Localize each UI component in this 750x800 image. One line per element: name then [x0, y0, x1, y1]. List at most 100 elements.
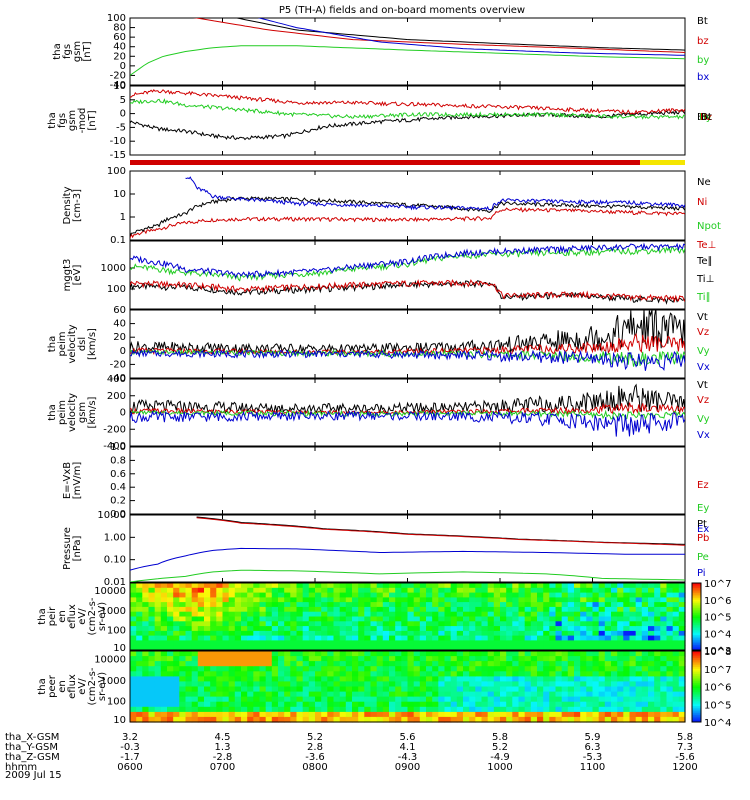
spectrogram-cell — [228, 651, 236, 657]
spectrogram-cell — [475, 606, 483, 613]
spectrogram-cell — [284, 666, 291, 672]
spectrogram-cell — [475, 621, 483, 627]
spectrogram-cell — [370, 691, 378, 698]
spectrogram-cell — [419, 630, 427, 637]
ylabel-line: tha — [37, 678, 48, 694]
spectrogram-cell — [358, 701, 365, 708]
ytick-label: 10 — [113, 81, 126, 92]
spectrogram-cell — [487, 606, 495, 613]
spectrogram-cell — [333, 606, 341, 613]
ytick-label: 0.6 — [110, 469, 126, 480]
colorbar-step — [692, 629, 701, 633]
spectrogram-cell — [136, 676, 143, 683]
spectrogram-cell — [278, 626, 285, 632]
spectrogram-cell — [672, 616, 680, 622]
spectrogram-cell — [672, 671, 680, 677]
spectrogram-cell — [426, 587, 433, 594]
spectrogram-cell — [352, 651, 359, 657]
spectrogram-cell — [586, 711, 594, 718]
spectrogram-cell — [586, 645, 594, 651]
spectrogram-cell — [481, 711, 489, 718]
series-fgs-bx — [257, 18, 685, 56]
spectrogram-cell — [623, 592, 631, 598]
spectrogram-cell — [315, 661, 322, 667]
spectrogram-cell — [253, 630, 261, 637]
spectrogram-cell — [345, 630, 353, 637]
spectrogram-cell — [617, 645, 624, 651]
colorbar-step — [692, 599, 701, 602]
spectrogram-cell — [654, 616, 661, 622]
spectrogram-cell — [136, 701, 143, 708]
spectrogram-cell — [611, 676, 618, 683]
spectrogram-cell — [524, 606, 532, 613]
spectrogram-cell — [481, 701, 489, 708]
spectrogram-cell — [364, 656, 372, 662]
spectrogram-cell — [290, 696, 298, 703]
spectrogram-cell — [555, 656, 563, 662]
spectrogram-cell — [395, 701, 402, 708]
spectrogram-cell — [678, 671, 686, 677]
spectrogram-cell — [500, 711, 507, 718]
colorbar-step — [692, 684, 701, 687]
spectrogram-cell — [302, 661, 310, 667]
spectrogram-cell — [358, 691, 365, 698]
spectrogram-cell — [185, 592, 193, 598]
spectrogram-cell — [537, 587, 544, 594]
spectrogram-cell — [518, 635, 526, 641]
spectrogram-cell — [376, 716, 384, 723]
spectrogram-cell — [364, 691, 372, 698]
spectrogram-cell — [290, 661, 298, 667]
spectrogram-cell — [413, 716, 421, 723]
spectrogram-cell — [438, 606, 446, 613]
spectrogram-cell — [204, 583, 211, 589]
panel-velocity-gsm: tha peim velocity gsm [km/s]4002000-200-400V… — [47, 374, 710, 452]
spectrogram-cell — [456, 635, 464, 641]
spectrogram-cell — [654, 640, 661, 646]
spectrogram-cell — [580, 676, 587, 683]
spectrogram-cell — [370, 676, 378, 683]
spectrogram-cell — [586, 606, 594, 613]
spectrogram-cell — [160, 635, 168, 641]
spectrogram-cell — [574, 626, 581, 632]
spectrogram-cell — [586, 701, 594, 708]
spectrogram-cell — [234, 656, 242, 662]
spectrogram-cell — [543, 640, 550, 646]
colorbar-step — [692, 713, 701, 716]
spectrogram-cell — [278, 656, 285, 662]
spectrogram-cell — [481, 621, 489, 627]
spectrogram-cell — [253, 711, 261, 718]
spectrogram-cell — [160, 611, 168, 618]
spectrogram-cell — [271, 587, 279, 594]
spectrogram-cell — [191, 676, 199, 683]
spectrogram-cell — [463, 611, 470, 618]
spectrogram-cell — [592, 635, 600, 641]
spectrogram-cell — [197, 611, 205, 618]
spectrogram-cell — [290, 583, 298, 589]
spectrogram-cell — [154, 661, 162, 667]
spectrogram-cell — [635, 635, 643, 641]
spectrogram-cell — [450, 686, 458, 693]
spectrogram-cell — [389, 696, 396, 703]
spectrogram-cell — [463, 681, 470, 688]
spectrogram-cell — [660, 711, 668, 718]
legend-temperature: Ti⊥ — [696, 274, 714, 285]
spectrogram-cell — [419, 645, 427, 651]
spectrogram-cell — [518, 583, 526, 589]
ytick-label: 60 — [113, 305, 126, 316]
colorbar-step — [692, 681, 701, 684]
spectrogram-cell — [641, 592, 649, 598]
spectrogram-cell — [475, 645, 483, 651]
spectrogram-cell — [389, 706, 396, 713]
spectrogram-cell — [210, 676, 217, 683]
spectrogram-cell — [543, 602, 550, 608]
spectrogram-cell — [364, 583, 372, 589]
spectrogram-cell — [401, 686, 409, 693]
spectrogram-cell — [376, 592, 384, 598]
spectrogram-cell — [648, 597, 655, 603]
spectrogram-cell — [574, 645, 581, 651]
spectrogram-cell — [315, 640, 322, 646]
spectrogram-cell — [210, 656, 217, 662]
spectrogram-cell — [308, 681, 316, 688]
spectrogram-cell — [666, 681, 674, 688]
spectrogram-cell — [543, 592, 550, 598]
